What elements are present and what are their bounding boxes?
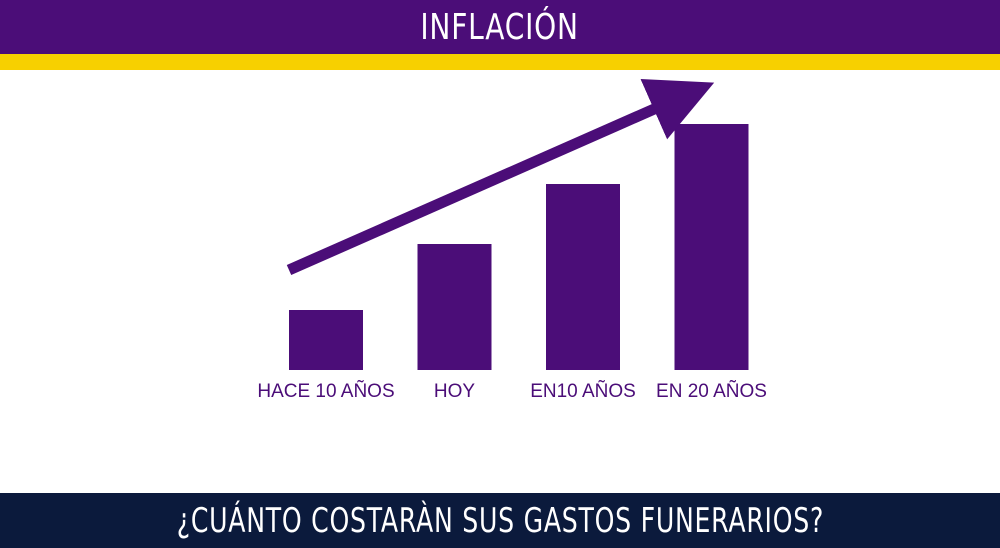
footer-question: ¿CUÁNTO COSTARÀN SUS GASTOS FUNERARIOS? — [176, 500, 824, 541]
bar-2 — [546, 184, 620, 370]
bar-1 — [417, 244, 492, 370]
page-title: INFLACIÓN — [420, 6, 580, 48]
bar-3 — [674, 124, 749, 370]
category-label-0: HACE 10 AÑOS — [257, 380, 394, 402]
trend-arrow — [286, 79, 715, 276]
category-labels: HACE 10 AÑOS HOY EN10 AÑOS EN 20 AÑOS — [257, 380, 767, 402]
category-label-3: EN 20 AÑOS — [656, 380, 767, 402]
footer-bar: ¿CUÁNTO COSTARÀN SUS GASTOS FUNERARIOS? — [0, 493, 1000, 548]
bars-layer — [289, 124, 749, 370]
category-label-2: EN10 AÑOS — [530, 380, 636, 402]
header-bar: INFLACIÓN — [0, 0, 1000, 54]
category-label-1: HOY — [434, 381, 476, 402]
accent-stripe — [0, 54, 1000, 70]
bar-0 — [289, 310, 363, 370]
